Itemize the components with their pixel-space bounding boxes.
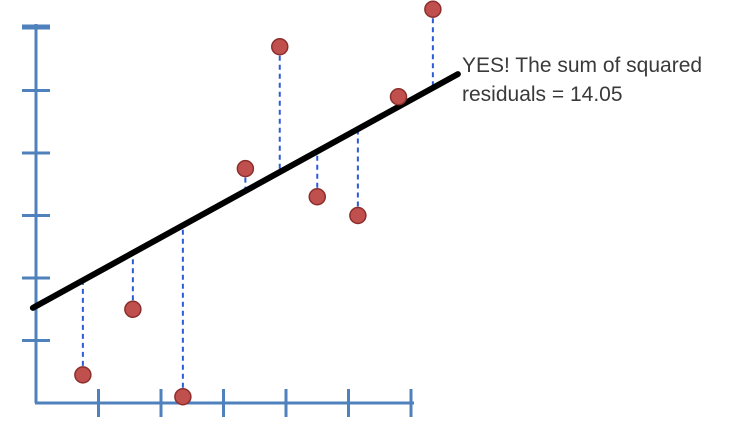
annotation-line-2: residuals = 14.05 — [462, 83, 623, 106]
data-point-5 — [271, 38, 289, 56]
data-point-8 — [389, 88, 408, 106]
data-point-1 — [74, 366, 92, 384]
data-point-9 — [424, 0, 442, 18]
data-point-2 — [124, 300, 142, 318]
annotation-line-1: YES! The sum of squared — [462, 54, 703, 77]
fit-line — [29, 71, 461, 311]
data-point-3 — [174, 388, 192, 406]
data-point-7 — [349, 206, 367, 225]
data-point-6 — [308, 188, 326, 206]
data-point-4 — [236, 159, 255, 178]
sum-of-squares-annotation: YES! The sum of squared residuals = 14.0… — [462, 51, 702, 109]
